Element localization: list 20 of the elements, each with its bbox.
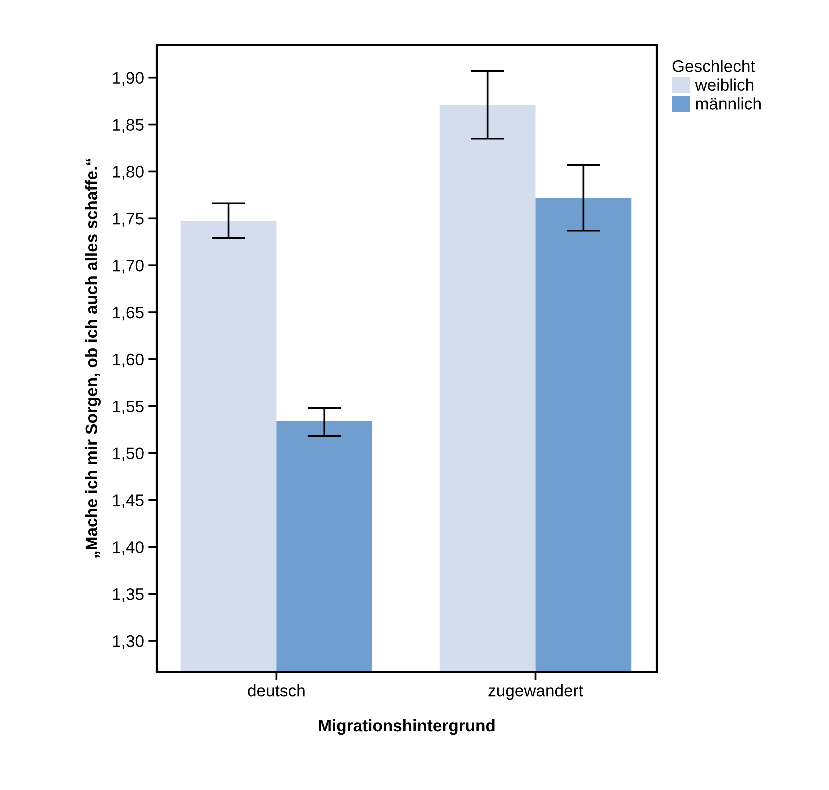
y-tick-label: 1,50 xyxy=(113,448,144,462)
y-tick-label: 1,45 xyxy=(113,494,144,508)
y-axis-title: „Mache ich mir Sorgen, ob ich auch alles schaffe.“ xyxy=(85,159,101,558)
y-tick-label: 1,60 xyxy=(113,354,144,368)
x-tick-label: deutsch xyxy=(248,684,305,697)
y-tick-label: 1,75 xyxy=(113,213,144,227)
y-tick-label: 1,80 xyxy=(113,166,144,180)
x-tick-label: zugewandert xyxy=(488,684,584,700)
y-tick-label: 1,85 xyxy=(113,119,144,133)
y-tick-label: 1,40 xyxy=(113,542,144,556)
y-tick-label: 1,35 xyxy=(113,588,144,602)
y-tick-label: 1,90 xyxy=(113,72,144,86)
legend-title: Geschlecht xyxy=(672,60,756,72)
legend-label: weiblich xyxy=(695,78,754,92)
legend-label: männlich xyxy=(696,98,761,110)
x-axis-title: Migrationshintergrund xyxy=(319,719,495,736)
y-tick-label: 1,55 xyxy=(113,400,144,415)
y-tick-label: 1,65 xyxy=(113,306,144,321)
y-tick-label: 1,70 xyxy=(113,260,144,274)
y-tick-label: 1,30 xyxy=(113,635,144,650)
